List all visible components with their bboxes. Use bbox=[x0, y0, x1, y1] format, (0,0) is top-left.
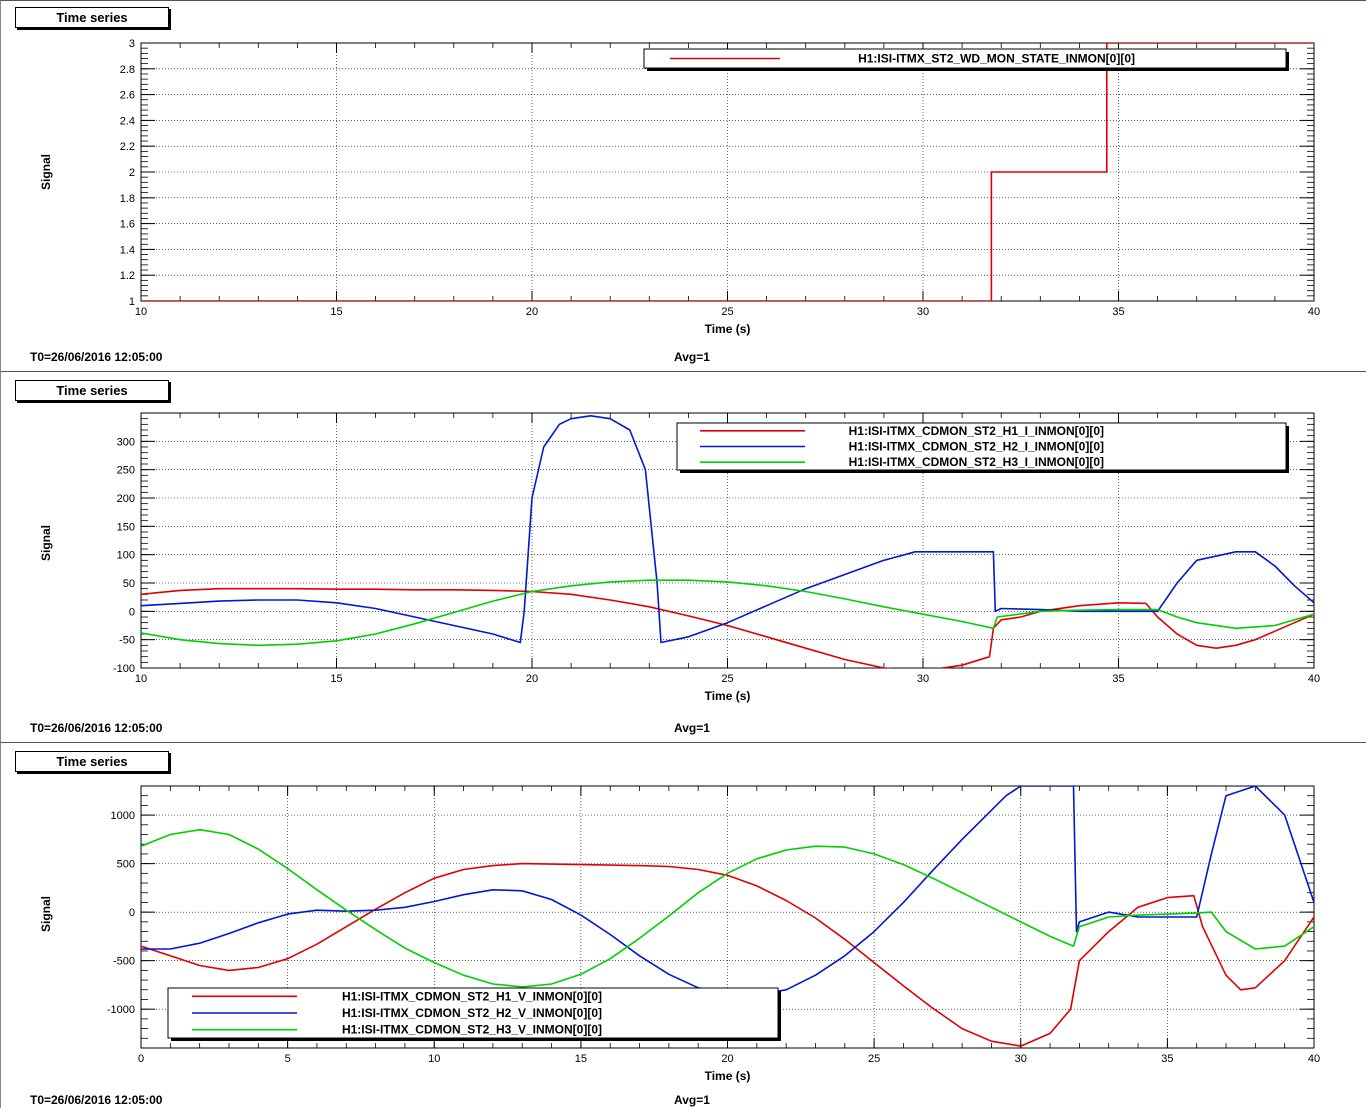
x-tick-label: 15 bbox=[330, 306, 342, 318]
panel-title-button[interactable]: Time series bbox=[15, 7, 169, 28]
series-line-1 bbox=[141, 43, 1314, 301]
legend-label-2: H1:ISI-ITMX_CDMON_ST2_H2_V_INMON[0][0] bbox=[342, 1006, 602, 1020]
series-line-1 bbox=[141, 862, 1314, 1047]
y-tick-label: 2.6 bbox=[120, 90, 135, 102]
x-tick-label: 15 bbox=[575, 1053, 587, 1065]
y-tick-label: 1.2 bbox=[120, 270, 135, 282]
grid-lines bbox=[141, 43, 1314, 301]
x-tick-label: 20 bbox=[526, 306, 538, 318]
x-tick-label: 5 bbox=[285, 1053, 291, 1065]
legend-label-2: H1:ISI-ITMX_CDMON_ST2_H2_I_INMON[0][0] bbox=[849, 440, 1104, 454]
time-series-panel-1: Time series 10 15 20 25 30 35 40 1 1.2 1.4 1.6 1.8 2… bbox=[0, 0, 1368, 371]
time-series-chart-2[interactable]: 10 15 20 25 30 35 40-100-50050100150200250300T… bbox=[0, 371, 1368, 742]
panel-title-button[interactable]: Time series bbox=[15, 380, 169, 401]
time-series-panel-2: Time series 10 15 20 25 30 35 40 -100 -50 0 50 100 1… bbox=[0, 371, 1368, 742]
y-tick-label: 0 bbox=[129, 907, 135, 919]
x-tick-label: 40 bbox=[1308, 306, 1320, 318]
time-series-chart-1[interactable]: 10 15 20 25 30 35 40 1 1.2 1.4 1.6 1.8 2 2.2 2.4 2.6 2.8… bbox=[0, 0, 1368, 371]
x-tick-label: 30 bbox=[1015, 1053, 1027, 1065]
x-tick-label: 35 bbox=[1112, 673, 1124, 685]
x-axis-label: Time (s) bbox=[705, 322, 751, 336]
y-tick-label: 2.2 bbox=[120, 141, 135, 153]
t0-label: T0=26/06/2016 12:05:00 bbox=[30, 350, 163, 364]
y-tick-label: -500 bbox=[113, 956, 135, 968]
x-tick-label: 10 bbox=[135, 306, 147, 318]
legend-label-1: H1:ISI-ITMX_CDMON_ST2_H1_I_INMON[0][0] bbox=[849, 424, 1104, 438]
y-tick-label: 50 bbox=[123, 578, 135, 590]
x-tick-label: 40 bbox=[1308, 673, 1320, 685]
panel-frame bbox=[0, 371, 1366, 742]
series-line-3 bbox=[141, 828, 1314, 988]
legend-label-3: H1:ISI-ITMX_CDMON_ST2_H3_I_INMON[0][0] bbox=[849, 455, 1104, 469]
panel-title-button[interactable]: Time series bbox=[15, 751, 169, 772]
panel-frame bbox=[0, 0, 1366, 371]
y-tick-label: 1.8 bbox=[120, 193, 135, 205]
panel-frame bbox=[0, 742, 1366, 1108]
x-tick-label: 25 bbox=[721, 306, 733, 318]
y-tick-label: 300 bbox=[117, 436, 135, 448]
y-axis-label: Signal bbox=[39, 896, 53, 932]
x-tick-label: 30 bbox=[917, 673, 929, 685]
legend-label-1: H1:ISI-ITMX_CDMON_ST2_H1_V_INMON[0][0] bbox=[342, 989, 602, 1003]
avg-label: Avg=1 bbox=[674, 350, 710, 364]
y-tick-label: 2 bbox=[129, 167, 135, 179]
avg-label: Avg=1 bbox=[674, 721, 710, 735]
x-tick-label: 25 bbox=[868, 1053, 880, 1065]
y-tick-label: 2.4 bbox=[120, 115, 135, 127]
y-axis-label: Signal bbox=[39, 154, 53, 190]
y-tick-label: 1.6 bbox=[120, 219, 135, 231]
x-tick-label: 10 bbox=[135, 673, 147, 685]
x-tick-label: 35 bbox=[1161, 1053, 1173, 1065]
series-group bbox=[141, 43, 1314, 301]
y-tick-label: -50 bbox=[119, 635, 135, 647]
x-tick-label: 10 bbox=[428, 1053, 440, 1065]
x-tick-label: 30 bbox=[917, 306, 929, 318]
y-tick-label: 2.8 bbox=[120, 64, 135, 76]
y-tick-label: 1000 bbox=[111, 810, 135, 822]
y-tick-label: 500 bbox=[117, 859, 135, 871]
series-line-3 bbox=[141, 579, 1314, 647]
x-axis-label: Time (s) bbox=[705, 1069, 751, 1083]
time-series-chart-3[interactable]: 0 5 10 15 20 25 30 35 40 -1000 -500 0 500 1000 Time (s… bbox=[0, 742, 1368, 1108]
y-tick-label: 3 bbox=[129, 38, 135, 50]
y-tick-label: -1000 bbox=[107, 1004, 135, 1016]
series-group bbox=[141, 414, 1314, 668]
x-tick-label: 0 bbox=[138, 1053, 144, 1065]
x-axis-label: Time (s) bbox=[705, 689, 751, 703]
y-tick-label: 0 bbox=[129, 606, 135, 618]
x-tick-label: 20 bbox=[526, 673, 538, 685]
series-group bbox=[141, 786, 1314, 1047]
y-tick-label: 1 bbox=[129, 296, 135, 308]
legend-box bbox=[643, 48, 1287, 69]
time-series-panel-3: Time series 0 5 10 15 20 25 30 35 40 -1000 -500 0 50… bbox=[0, 742, 1368, 1108]
x-tick-label: 15 bbox=[330, 673, 342, 685]
y-tick-label: 200 bbox=[117, 493, 135, 505]
x-tick-label: 25 bbox=[721, 673, 733, 685]
series-line-1 bbox=[141, 587, 1314, 668]
y-tick-label: 150 bbox=[117, 521, 135, 533]
avg-label: Avg=1 bbox=[674, 1093, 710, 1107]
y-tick-label: 100 bbox=[117, 550, 135, 562]
t0-label: T0=26/06/2016 12:05:00 bbox=[30, 721, 163, 735]
y-tick-label: 250 bbox=[117, 465, 135, 477]
y-tick-label: 1.4 bbox=[120, 244, 135, 256]
legend-label-1: H1:ISI-ITMX_ST2_WD_MON_STATE_INMON[0][0] bbox=[858, 52, 1135, 66]
y-axis-label: Signal bbox=[39, 525, 53, 561]
legend-label-3: H1:ISI-ITMX_CDMON_ST2_H3_V_INMON[0][0] bbox=[342, 1023, 602, 1037]
y-tick-label: -100 bbox=[113, 663, 135, 675]
x-tick-label: 35 bbox=[1112, 306, 1124, 318]
x-tick-label: 20 bbox=[721, 1053, 733, 1065]
x-tick-label: 40 bbox=[1308, 1053, 1320, 1065]
t0-label: T0=26/06/2016 12:05:00 bbox=[30, 1093, 163, 1107]
